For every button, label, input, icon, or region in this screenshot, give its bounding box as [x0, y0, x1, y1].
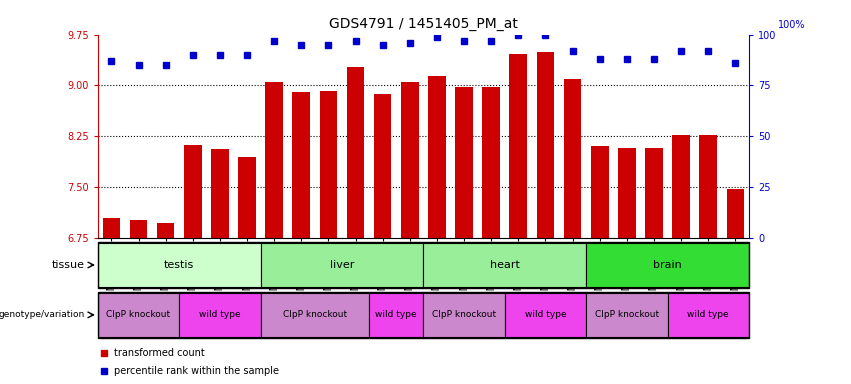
- Bar: [591, 147, 608, 238]
- Text: testis: testis: [164, 260, 194, 270]
- FancyBboxPatch shape: [505, 293, 586, 337]
- FancyBboxPatch shape: [260, 293, 369, 337]
- Text: 100%: 100%: [778, 20, 806, 30]
- Text: ClpP knockout: ClpP knockout: [106, 310, 170, 319]
- FancyBboxPatch shape: [667, 293, 749, 337]
- Bar: [428, 76, 446, 238]
- Bar: [455, 87, 473, 238]
- Text: genotype/variation: genotype/variation: [0, 310, 84, 319]
- Text: percentile rank within the sample: percentile rank within the sample: [114, 366, 279, 376]
- Bar: [645, 148, 663, 238]
- Bar: [129, 220, 147, 238]
- Bar: [103, 218, 120, 238]
- FancyBboxPatch shape: [424, 243, 586, 287]
- Bar: [238, 157, 256, 238]
- Bar: [672, 135, 690, 238]
- Bar: [293, 92, 310, 238]
- Bar: [157, 223, 174, 238]
- Bar: [211, 149, 229, 238]
- Text: wild type: wild type: [199, 310, 241, 319]
- Bar: [401, 82, 419, 238]
- Bar: [537, 51, 554, 238]
- Bar: [700, 135, 717, 238]
- FancyBboxPatch shape: [424, 293, 505, 337]
- Text: wild type: wild type: [688, 310, 729, 319]
- Bar: [510, 53, 527, 238]
- Bar: [483, 87, 500, 238]
- FancyBboxPatch shape: [98, 293, 180, 337]
- Text: brain: brain: [653, 260, 682, 270]
- Bar: [374, 94, 391, 238]
- Text: tissue: tissue: [51, 260, 84, 270]
- Bar: [563, 79, 581, 238]
- FancyBboxPatch shape: [98, 243, 260, 287]
- FancyBboxPatch shape: [260, 243, 424, 287]
- Bar: [727, 189, 744, 238]
- FancyBboxPatch shape: [586, 293, 667, 337]
- Text: ClpP knockout: ClpP knockout: [432, 310, 496, 319]
- Bar: [618, 148, 636, 238]
- Text: liver: liver: [330, 260, 354, 270]
- Bar: [346, 67, 364, 238]
- Text: ClpP knockout: ClpP knockout: [595, 310, 659, 319]
- Text: heart: heart: [490, 260, 520, 270]
- Bar: [320, 91, 337, 238]
- FancyBboxPatch shape: [586, 243, 749, 287]
- Text: wild type: wild type: [524, 310, 566, 319]
- Text: wild type: wild type: [375, 310, 417, 319]
- Text: ClpP knockout: ClpP knockout: [283, 310, 347, 319]
- Text: transformed count: transformed count: [114, 348, 205, 358]
- FancyBboxPatch shape: [369, 293, 424, 337]
- Bar: [184, 145, 202, 238]
- Bar: [266, 82, 283, 238]
- Title: GDS4791 / 1451405_PM_at: GDS4791 / 1451405_PM_at: [329, 17, 517, 31]
- FancyBboxPatch shape: [180, 293, 260, 337]
